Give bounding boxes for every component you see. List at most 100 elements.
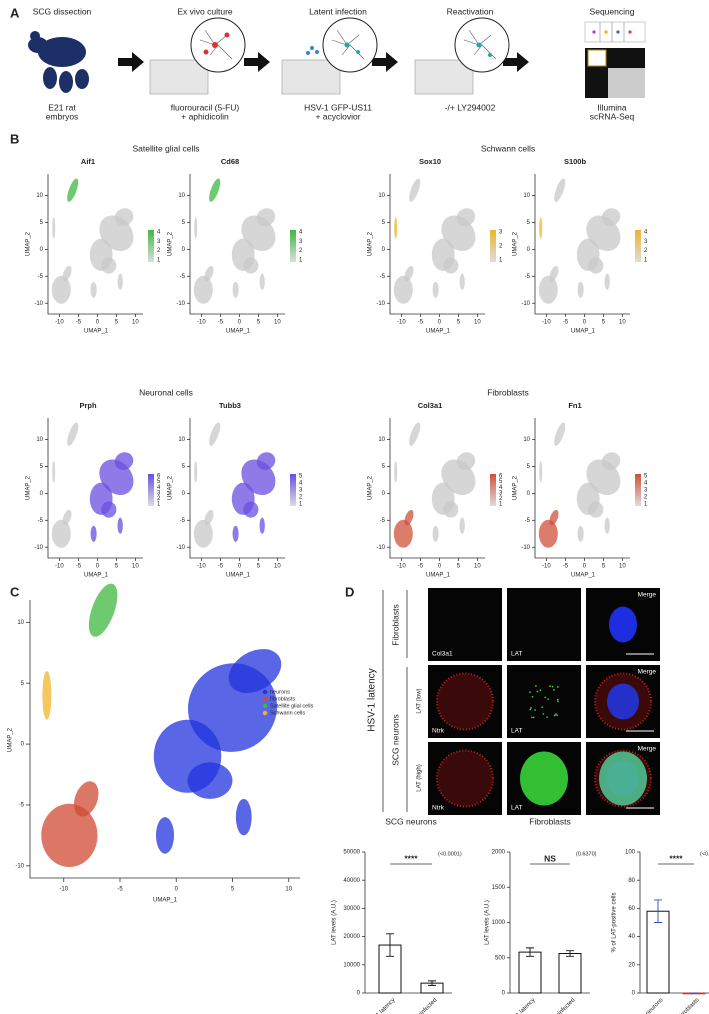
cell-cluster (62, 265, 72, 282)
cell-cluster (228, 649, 282, 694)
legend-swatch (262, 696, 268, 702)
cell-cluster (459, 517, 465, 534)
x-tick-label: -10 (59, 887, 68, 893)
cell-cluster (256, 452, 276, 470)
label: Illumina (597, 102, 627, 112)
cell-cluster (156, 817, 174, 854)
colorbar-label: 1 (644, 258, 648, 264)
x-tick-label: -5 (218, 564, 224, 570)
y-tick-label: 5 (527, 464, 531, 470)
x-tick-label: -5 (563, 320, 569, 326)
y-tick-label: -5 (525, 274, 531, 280)
legend-swatch (262, 710, 268, 716)
cell-cluster (62, 509, 72, 526)
colorbar-label: 3 (499, 230, 503, 236)
label: UMAP_2 (513, 475, 519, 500)
x-tick-label: -5 (563, 564, 569, 570)
cell-cluster (577, 525, 584, 542)
colorbar (490, 474, 496, 506)
label: Sox10 (419, 157, 441, 166)
nucleus (607, 683, 639, 720)
axes (189, 418, 285, 559)
label: Latent infection (309, 6, 367, 16)
x-tick-label: -5 (218, 320, 224, 326)
legend-label: Schwann cells (270, 710, 305, 716)
x-tick-label: 5 (457, 320, 461, 326)
cell-cluster (538, 519, 558, 548)
lat-dot (551, 685, 554, 688)
cell-cluster (601, 208, 621, 226)
y-tick-label: -10 (521, 301, 530, 307)
lat-dot (554, 713, 557, 716)
y-tick-label: 40000 (343, 878, 360, 884)
x-tick-label: 5 (115, 320, 119, 326)
arrows (118, 52, 529, 72)
label: NS (544, 853, 556, 863)
axes (47, 418, 143, 559)
cell-cluster (554, 422, 566, 446)
image-label: Ntrk (432, 728, 445, 735)
x-tick-label: -10 (197, 564, 206, 570)
x-tick-label: -5 (418, 564, 424, 570)
colorbar-label: 6 (499, 474, 503, 480)
y-tick-label: 0 (382, 247, 386, 253)
label: scRNA-Seq (590, 111, 635, 121)
y-tick-label: 0 (182, 247, 186, 253)
colorbar-label: 2 (644, 495, 648, 501)
lat-dot (541, 706, 544, 709)
y-tick-label: -5 (180, 274, 186, 280)
axes (189, 174, 285, 315)
label: UMAP_1 (84, 329, 109, 335)
colorbar-label: 5 (157, 479, 161, 485)
x-tick-label: 10 (619, 564, 626, 570)
colorbar-label: 2 (299, 248, 303, 254)
y-tick-label: 10000 (343, 962, 360, 968)
colorbar-label: 5 (299, 474, 303, 480)
x-tick-label: -5 (117, 887, 123, 893)
y-tick-label: 30000 (343, 906, 360, 912)
label: + acyclovior (315, 111, 360, 121)
image-label: LAT (511, 728, 522, 735)
colorbar-label: 4 (644, 481, 648, 487)
x-tick-label: -10 (542, 320, 551, 326)
x-tick-label: 10 (132, 564, 139, 570)
label: **** (404, 853, 418, 863)
bar (558, 953, 582, 994)
label: HSV-1 GFP-US11 (304, 102, 372, 112)
colorbar-label: 4 (499, 485, 503, 491)
image-label: LAT (511, 651, 522, 658)
lat-dot (547, 698, 550, 701)
x-tick-label: 0 (238, 320, 242, 326)
colorbar (635, 474, 641, 506)
colorbar-label: 4 (644, 230, 648, 236)
lat-dot (529, 691, 531, 694)
x-tick-label: 5 (231, 887, 235, 893)
label: LAT levels (A.U.) (332, 900, 338, 945)
x-tick-label: HSV-1 latency (505, 997, 536, 1014)
x-tick-label: 0 (175, 887, 179, 893)
x-tick-label: 0 (583, 320, 587, 326)
cell-cluster (42, 671, 52, 720)
y-tick-label: 5 (40, 464, 44, 470)
y-tick-label: 100 (625, 850, 636, 856)
x-tick-label: -10 (55, 320, 64, 326)
y-tick-label: 5 (382, 464, 386, 470)
x-tick-label: 10 (274, 564, 281, 570)
cell-cluster (101, 501, 117, 518)
cell-cluster (259, 273, 265, 290)
y-tick-label: 0 (40, 247, 44, 253)
colorbar-label: 1 (157, 502, 161, 508)
y-tick-label: -10 (34, 545, 43, 551)
cell-cluster (232, 281, 239, 298)
colorbar (635, 230, 641, 262)
cell-cluster (204, 509, 214, 526)
colorbar-label: 1 (499, 258, 503, 264)
x-tick-label: 10 (474, 564, 481, 570)
axes (534, 174, 630, 315)
cell-cluster (194, 461, 198, 483)
y-tick-label: 10 (36, 193, 43, 199)
label: UMAP_2 (26, 475, 32, 500)
label: **** (669, 853, 683, 863)
colorbar-label: 2 (157, 496, 161, 502)
cell-cluster (209, 178, 221, 202)
